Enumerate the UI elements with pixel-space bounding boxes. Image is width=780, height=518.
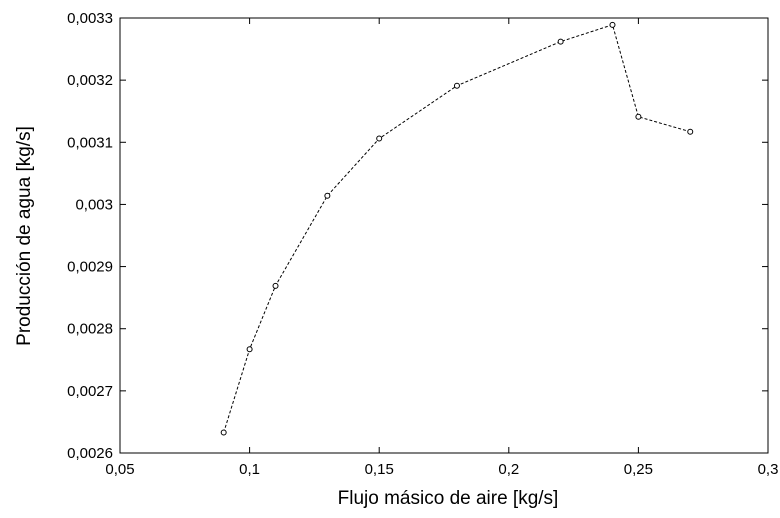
y-tick-label: 0,0028 [67, 321, 113, 338]
y-tick-label: 0,0032 [67, 72, 113, 89]
y-tick-label: 0,0031 [67, 134, 113, 151]
data-point [220, 429, 227, 436]
data-point [557, 38, 564, 45]
y-axis-label: Producción de agua [kg/s] [14, 126, 35, 346]
data-point [246, 346, 253, 353]
x-tick-label: 0,05 [105, 461, 134, 478]
data-point [453, 82, 460, 89]
data-point [272, 282, 279, 289]
y-tick-label: 0,0027 [67, 383, 113, 400]
y-tick-label: 0,003 [75, 196, 113, 213]
data-point [609, 21, 616, 28]
x-axis-label: Flujo másico de aire [kg/s] [338, 488, 559, 509]
data-point [635, 113, 642, 120]
y-tick-label: 0,0029 [67, 259, 113, 276]
series-layer [220, 21, 694, 436]
y-tick-label: 0,0026 [67, 445, 113, 462]
x-tick-label: 0,1 [239, 461, 260, 478]
x-tick-label: 0,25 [624, 461, 653, 478]
data-point [687, 128, 694, 135]
data-point [324, 192, 331, 199]
data-point [376, 135, 383, 142]
series-line [223, 24, 691, 433]
x-tick-label: 0,2 [498, 461, 519, 478]
plot-frame [119, 17, 769, 454]
x-tick-label: 0,3 [758, 461, 779, 478]
y-axis-ticks: 0,0026 0,0027 0,0028 0,0029 0,003 0,0031 0,003… [67, 10, 768, 462]
x-tick-label: 0,15 [365, 461, 394, 478]
x-axis-ticks: 0,05 0,1 0,15 0,2 0,25 0,3 [105, 18, 778, 478]
y-tick-label: 0,0033 [67, 10, 113, 27]
